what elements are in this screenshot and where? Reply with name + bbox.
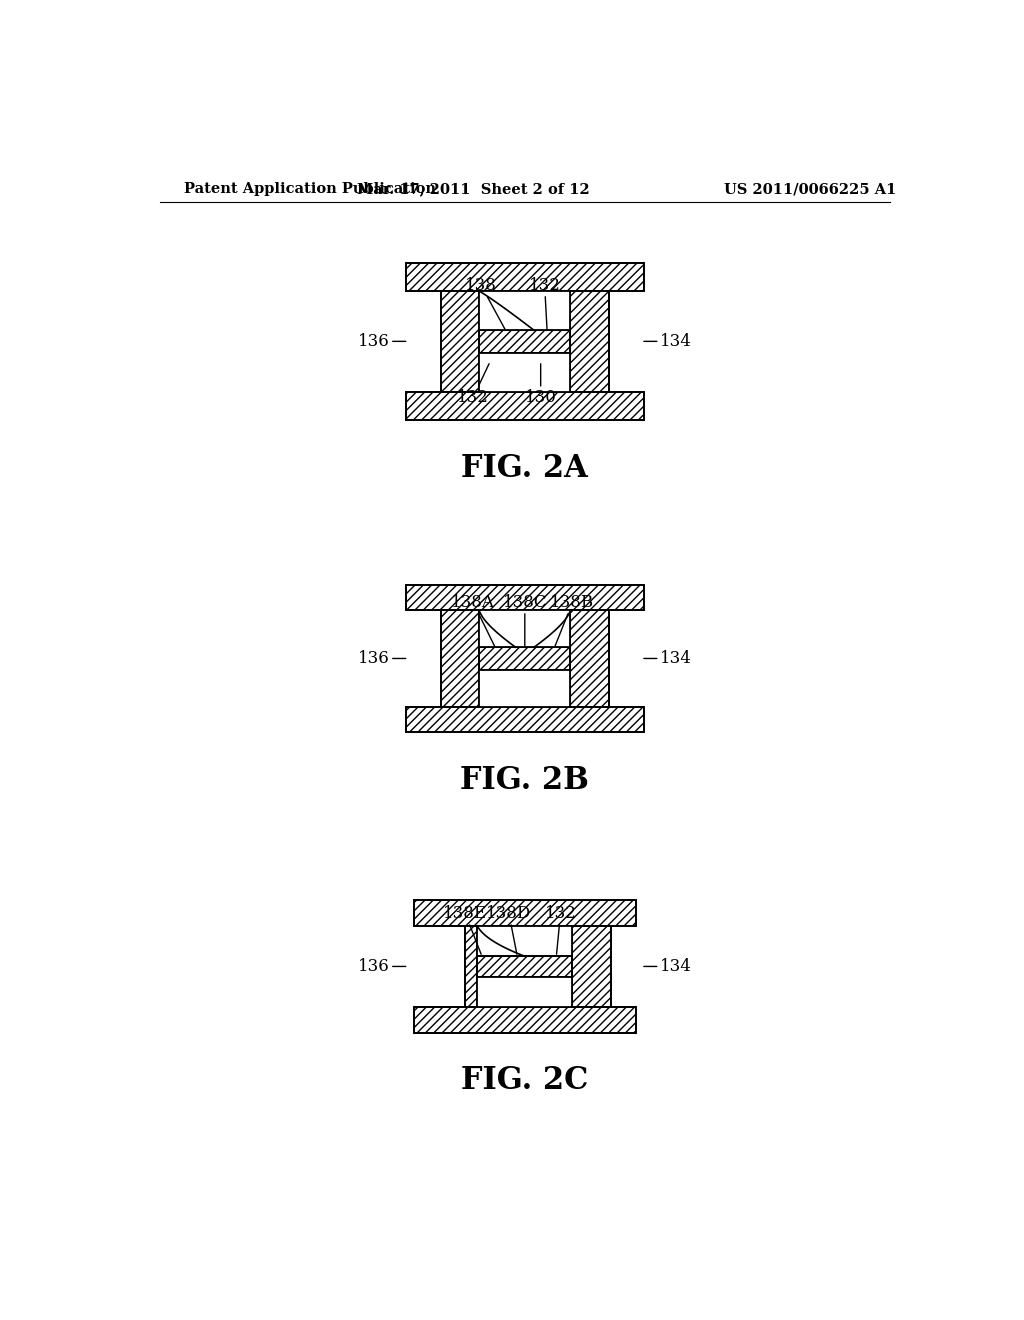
Bar: [414, 1007, 636, 1032]
Bar: [477, 925, 572, 956]
Bar: [572, 925, 610, 1007]
Bar: [441, 290, 479, 392]
Bar: [406, 263, 644, 290]
Text: 136: 136: [358, 649, 406, 667]
Text: 134: 134: [644, 649, 691, 667]
Text: 132: 132: [458, 364, 489, 405]
Bar: [465, 925, 477, 1007]
Text: 134: 134: [644, 958, 691, 975]
Bar: [441, 610, 479, 706]
Bar: [414, 900, 636, 925]
Bar: [479, 330, 570, 352]
Bar: [479, 610, 570, 647]
Bar: [479, 669, 570, 706]
Text: 130: 130: [524, 364, 557, 405]
Text: 136: 136: [358, 958, 406, 975]
Bar: [441, 290, 479, 392]
Text: FIG. 2B: FIG. 2B: [461, 764, 589, 796]
Text: FIG. 2A: FIG. 2A: [462, 453, 588, 484]
Bar: [570, 610, 608, 706]
Bar: [477, 977, 572, 1007]
Text: 136: 136: [358, 333, 406, 350]
Bar: [570, 610, 608, 706]
Text: 132: 132: [528, 277, 560, 329]
Bar: [406, 392, 644, 420]
Bar: [570, 290, 608, 392]
Bar: [479, 647, 570, 669]
Bar: [406, 585, 644, 610]
Bar: [572, 925, 610, 1007]
Text: 138: 138: [465, 277, 505, 329]
Bar: [406, 585, 644, 610]
Text: 138D: 138D: [486, 906, 531, 954]
Text: 138C: 138C: [503, 594, 547, 647]
Bar: [406, 706, 644, 733]
Text: Patent Application Publication: Patent Application Publication: [183, 182, 435, 197]
Text: 138A: 138A: [452, 594, 496, 647]
Text: 138E: 138E: [443, 906, 487, 954]
Text: FIG. 2C: FIG. 2C: [461, 1065, 589, 1096]
Bar: [477, 956, 572, 977]
Text: Mar. 17, 2011  Sheet 2 of 12: Mar. 17, 2011 Sheet 2 of 12: [356, 182, 590, 197]
Bar: [570, 290, 608, 392]
Bar: [406, 392, 644, 420]
Bar: [477, 956, 572, 977]
Bar: [479, 352, 570, 392]
Bar: [414, 1007, 636, 1032]
Bar: [479, 330, 570, 352]
Bar: [406, 706, 644, 733]
Bar: [414, 900, 636, 925]
Text: 132: 132: [545, 906, 577, 954]
Bar: [406, 263, 644, 290]
Text: US 2011/0066225 A1: US 2011/0066225 A1: [724, 182, 897, 197]
Text: 134: 134: [644, 333, 691, 350]
Bar: [479, 647, 570, 669]
Text: 138B: 138B: [550, 594, 595, 647]
Bar: [441, 610, 479, 706]
Bar: [465, 925, 477, 1007]
Bar: [479, 290, 570, 330]
